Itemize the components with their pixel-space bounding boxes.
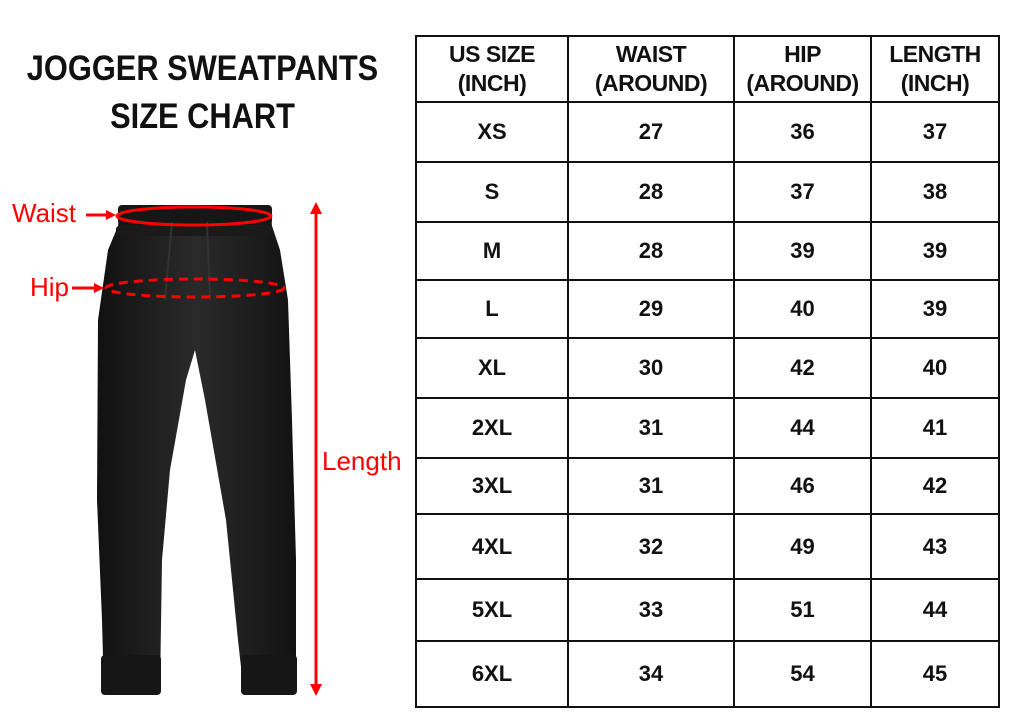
table-row: S 28 37 38 — [415, 161, 1000, 223]
cell-size: L — [415, 279, 569, 339]
size-table: US SIZE (INCH) WAIST (AROUND) HIP (AROUND) … — [415, 35, 1000, 708]
cell-waist: 31 — [567, 457, 735, 515]
header-us-size: US SIZE (INCH) — [415, 35, 569, 103]
chart-title-line1: JOGGER SWEATPANTS — [26, 49, 379, 88]
header-length: LENGTH (INCH) — [870, 35, 1000, 103]
table-row: XL 30 42 40 — [415, 337, 1000, 399]
cell-hip: 54 — [733, 640, 872, 708]
header-hip: HIP (AROUND) — [733, 35, 872, 103]
cell-hip: 51 — [733, 578, 872, 642]
cell-waist: 32 — [567, 513, 735, 580]
cell-size: M — [415, 221, 569, 281]
cell-hip: 44 — [733, 397, 872, 459]
cell-hip: 39 — [733, 221, 872, 281]
chart-title-line2: SIZE CHART — [110, 97, 295, 136]
waist-measure-ellipse — [115, 205, 273, 227]
hip-measure-ellipse — [104, 277, 286, 299]
cell-hip: 49 — [733, 513, 872, 580]
cell-waist: 29 — [567, 279, 735, 339]
table-row: 3XL 31 46 42 — [415, 457, 1000, 515]
pants-shape — [97, 205, 297, 695]
table-row: 2XL 31 44 41 — [415, 397, 1000, 459]
cell-length: 37 — [870, 101, 1000, 163]
cell-size: 6XL — [415, 640, 569, 708]
cell-size: 4XL — [415, 513, 569, 580]
cell-waist: 33 — [567, 578, 735, 642]
cell-waist: 34 — [567, 640, 735, 708]
table-row: 6XL 34 54 45 — [415, 640, 1000, 708]
cell-size: XS — [415, 101, 569, 163]
cell-waist: 28 — [567, 161, 735, 223]
hip-label: Hip — [30, 272, 70, 302]
table-row: M 28 39 39 — [415, 221, 1000, 281]
cell-length: 38 — [870, 161, 1000, 223]
cell-waist: 28 — [567, 221, 735, 281]
cell-hip: 46 — [733, 457, 872, 515]
waist-label: Waist — [12, 198, 77, 228]
cell-length: 42 — [870, 457, 1000, 515]
table-row: 5XL 33 51 44 — [415, 578, 1000, 642]
cell-length: 40 — [870, 337, 1000, 399]
cell-hip: 40 — [733, 279, 872, 339]
cell-hip: 42 — [733, 337, 872, 399]
cell-waist: 30 — [567, 337, 735, 399]
cell-size: S — [415, 161, 569, 223]
table-header-row: US SIZE (INCH) WAIST (AROUND) HIP (AROUND) … — [415, 35, 1000, 103]
length-label: Length — [322, 446, 402, 476]
cell-size: 3XL — [415, 457, 569, 515]
cell-length: 39 — [870, 221, 1000, 281]
cell-length: 43 — [870, 513, 1000, 580]
cell-length: 41 — [870, 397, 1000, 459]
cell-waist: 31 — [567, 397, 735, 459]
cell-length: 39 — [870, 279, 1000, 339]
header-waist: WAIST (AROUND) — [567, 35, 735, 103]
cell-length: 44 — [870, 578, 1000, 642]
table-row: XS 27 36 37 — [415, 101, 1000, 163]
cell-size: 5XL — [415, 578, 569, 642]
cell-size: XL — [415, 337, 569, 399]
cell-hip: 37 — [733, 161, 872, 223]
cell-waist: 27 — [567, 101, 735, 163]
cell-length: 45 — [870, 640, 1000, 708]
cell-hip: 36 — [733, 101, 872, 163]
pants-illustration — [72, 202, 322, 696]
cell-size: 2XL — [415, 397, 569, 459]
table-row: 4XL 32 49 43 — [415, 513, 1000, 580]
table-row: L 29 40 39 — [415, 279, 1000, 339]
